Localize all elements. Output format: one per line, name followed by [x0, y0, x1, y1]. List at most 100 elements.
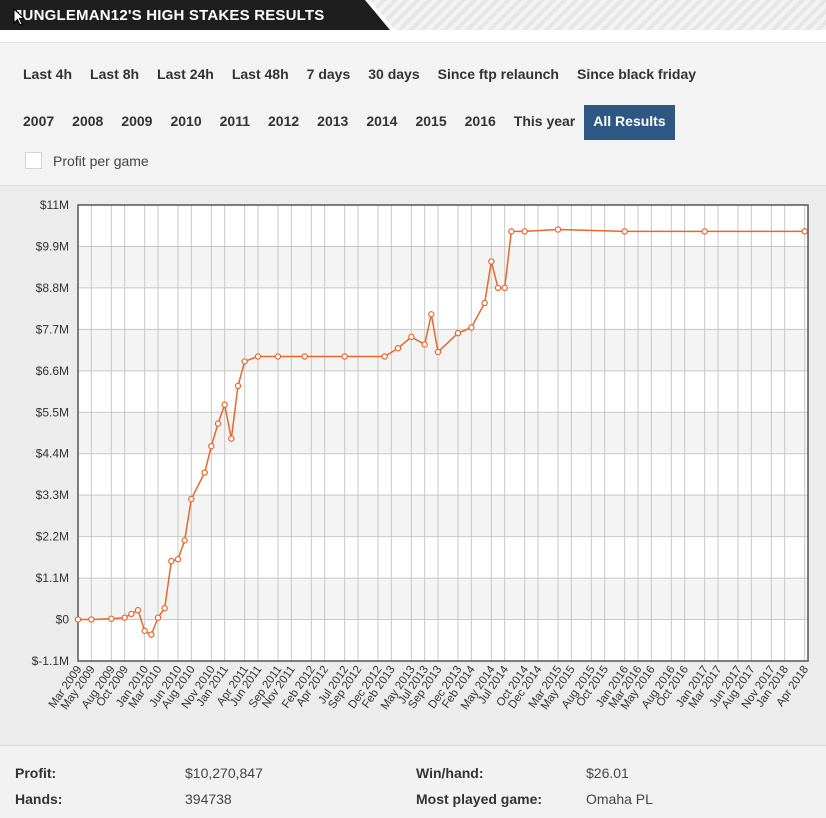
data-point — [341, 353, 348, 360]
filter-button-2013[interactable]: 2013 — [317, 113, 349, 129]
filter-button-2010[interactable]: 2010 — [170, 113, 202, 129]
data-point — [468, 324, 475, 331]
y-tick-label: $-1.1M — [32, 654, 69, 668]
data-point — [201, 469, 208, 476]
data-point — [234, 382, 242, 390]
data-point — [494, 284, 502, 292]
y-tick-label: $1.1M — [36, 571, 69, 585]
data-point — [181, 537, 188, 544]
plot-border — [77, 204, 809, 662]
y-tick-label: $11M — [40, 198, 69, 212]
y-tick-label: $5.5M — [36, 405, 69, 419]
filter-button-2011[interactable]: 2011 — [219, 113, 250, 129]
data-point — [508, 228, 515, 235]
header-title-background — [0, 0, 390, 30]
data-point — [134, 606, 142, 614]
plot-band — [78, 536, 808, 579]
data-point — [621, 228, 628, 235]
data-point — [701, 228, 708, 235]
data-point — [121, 614, 128, 621]
data-point — [241, 358, 248, 365]
data-point — [74, 616, 82, 623]
filter-button-last-24h[interactable]: Last 24h — [157, 66, 214, 82]
filter-button-2014[interactable]: 2014 — [366, 113, 398, 129]
filter-button-30-days[interactable]: 30 days — [368, 66, 420, 82]
data-point — [221, 401, 228, 408]
data-point — [214, 420, 222, 427]
filter-button-2016[interactable]: 2016 — [464, 113, 496, 129]
filter-button-last-8h[interactable]: Last 8h — [90, 66, 140, 82]
data-point — [521, 228, 528, 235]
most-played-game-label: Most played game: — [416, 791, 543, 807]
plot-band — [78, 287, 808, 330]
data-point — [254, 353, 262, 360]
filter-button-2012[interactable]: 2012 — [268, 113, 300, 129]
y-tick-label: $9.9M — [36, 239, 69, 253]
filter-button-2009[interactable]: 2009 — [121, 113, 153, 129]
filter-button-2007[interactable]: 2007 — [23, 113, 55, 129]
plot-band — [78, 495, 808, 537]
y-tick-label: $0 — [56, 613, 70, 627]
filter-button-since-black-friday[interactable]: Since black friday — [576, 66, 697, 82]
stats-panel: Profit: $10,270,847 Win/hand: $26.01 Han… — [0, 745, 826, 818]
chart-area: $-1.1M $0 $1.1M $2.2M $3.3M $4.4M $5.5M $6.6M $7… — [0, 185, 826, 745]
data-point — [501, 284, 508, 292]
filter-button-all-results[interactable]: All Results — [584, 105, 675, 140]
y-tick-label: $2.2M — [36, 530, 69, 544]
filter-button-since-ftp-relaunch[interactable]: Since ftp relaunch — [437, 66, 559, 82]
time-filter-row: Last 4h Last 8h Last 24h Last 48h 7 days 30 d… — [14, 58, 705, 93]
data-point — [301, 353, 308, 360]
data-point — [801, 228, 808, 235]
profit-value: $10,270,847 — [185, 765, 263, 781]
plot-band — [78, 246, 808, 288]
data-point — [208, 442, 215, 450]
y-tick-label: $3.3M — [36, 488, 69, 502]
profit-per-game-checkbox[interactable] — [25, 152, 42, 169]
most-played-game-value: Omaha PL — [586, 791, 653, 807]
data-point — [228, 435, 235, 442]
y-tick-label: $6.6M — [36, 364, 69, 378]
mouse-cursor-icon — [13, 8, 25, 26]
filter-button-last-48h[interactable]: Last 48h — [231, 66, 289, 82]
data-point — [274, 353, 282, 360]
plot-band — [78, 329, 808, 371]
profit-line-chart: $-1.1M $0 $1.1M $2.2M $3.3M $4.4M $5.5M $6.6M $7… — [32, 198, 811, 712]
data-point — [408, 333, 415, 341]
header-stripes — [370, 0, 826, 30]
plot-band — [78, 453, 808, 496]
data-point — [554, 226, 562, 233]
win-per-hand-value: $26.01 — [586, 765, 629, 781]
data-point — [394, 345, 402, 352]
data-point — [88, 616, 95, 623]
profit-per-game-label: Profit per game — [53, 152, 149, 169]
hands-label: Hands: — [15, 791, 63, 807]
filter-button-7-days[interactable]: 7 days — [306, 66, 351, 82]
data-point — [421, 341, 428, 348]
plot-band — [78, 619, 808, 661]
plot-band — [78, 205, 808, 247]
data-point — [434, 348, 442, 356]
data-point — [381, 353, 388, 360]
data-point — [454, 329, 462, 337]
filter-button-2008[interactable]: 2008 — [72, 113, 104, 129]
y-tick-label: $8.8M — [36, 281, 69, 295]
filter-button-last-4h[interactable]: Last 4h — [23, 66, 73, 82]
data-point — [428, 311, 435, 318]
header-bar: JUNGLEMAN12'S HIGH STAKES RESULTS — [0, 0, 826, 30]
data-point — [154, 614, 162, 621]
data-point — [168, 557, 175, 565]
y-tick-label: $4.4M — [36, 447, 69, 461]
profit-per-game-toggle[interactable]: Profit per game — [25, 152, 149, 169]
data-point — [488, 258, 495, 265]
data-point — [128, 610, 135, 618]
year-filter-row: 2007 2008 2009 2010 2011 2012 2013 2014 2015 2016… — [14, 105, 675, 140]
data-point — [141, 627, 148, 635]
plot-band — [78, 370, 808, 413]
data-point — [108, 615, 115, 622]
data-point — [188, 495, 195, 503]
data-point — [148, 631, 155, 638]
profit-label: Profit: — [15, 765, 57, 781]
filter-button-this-year[interactable]: This year — [513, 113, 576, 129]
filter-button-2015[interactable]: 2015 — [415, 113, 447, 129]
data-point — [161, 605, 168, 612]
